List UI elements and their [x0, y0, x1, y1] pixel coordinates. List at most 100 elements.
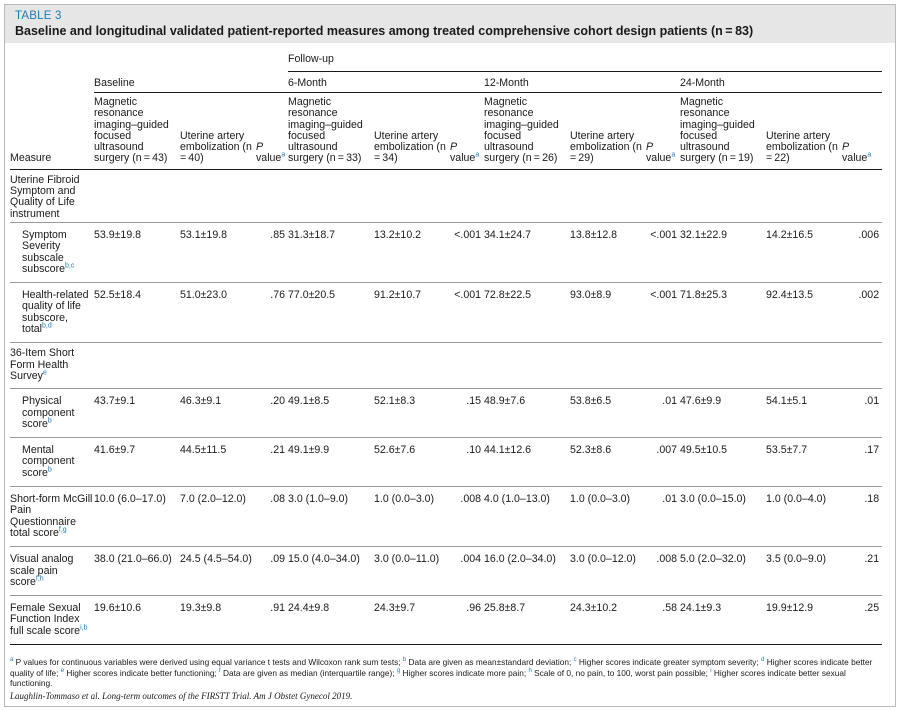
value-cell: 52.5±18.4	[94, 282, 180, 343]
value-cell: 4.0 (1.0–13.0)	[484, 486, 570, 547]
value-cell: 52.6±7.6	[374, 437, 450, 487]
value-cell: 16.0 (2.0–34.0)	[484, 546, 570, 596]
value-cell: 24.5 (4.5–54.0)	[180, 546, 256, 596]
header-row-columns: Measure Magnetic resonance imaging–guide…	[10, 92, 883, 170]
value-cell: 24.3±10.2	[570, 595, 646, 645]
col-24m-mri: Magnetic resonance imaging–guided focuse…	[680, 92, 766, 170]
row-label: Health-related quality of life subscore,…	[10, 282, 94, 343]
section-label-sf36: 36-Item Short Form Health Surveye	[10, 342, 94, 389]
value-cell: 53.1±19.8	[180, 221, 256, 283]
value-cell: 44.5±11.5	[180, 437, 256, 487]
month24-header: 24-Month	[680, 71, 883, 93]
value-cell: 46.3±9.1	[180, 388, 256, 438]
header-row-followup: Follow-up	[10, 45, 883, 72]
month6-header: 6-Month	[288, 71, 484, 93]
value-cell: 1.0 (0.0–4.0)	[766, 486, 842, 547]
value-cell: 51.0±23.0	[180, 282, 256, 343]
baseline-header: Baseline	[94, 71, 288, 93]
value-cell: 14.2±16.5	[766, 221, 842, 283]
value-cell: 43.7±9.1	[94, 388, 180, 438]
value-cell: 53.5±7.7	[766, 437, 842, 487]
p-value-cell: .008	[450, 486, 484, 547]
value-cell: 13.8±12.8	[570, 221, 646, 283]
citation: Laughlin-Tommaso et al. Long-term outcom…	[10, 690, 353, 701]
value-cell: 25.8±8.7	[484, 595, 570, 645]
value-cell: 7.0 (2.0–12.0)	[180, 486, 256, 547]
row-label: Symptom Severity subscale subscoreb,c	[10, 221, 94, 283]
value-cell: 24.4±9.8	[288, 595, 374, 645]
p-value-cell: .10	[450, 437, 484, 487]
col-baseline-p: P valuea	[256, 92, 288, 170]
value-cell: 93.0±8.9	[570, 282, 646, 343]
col-baseline-uae: Uterine artery embolization (n = 40)	[180, 92, 256, 170]
value-cell: 53.8±6.5	[570, 388, 646, 438]
col-12m-p: P valuea	[646, 92, 680, 170]
value-cell: 44.1±12.6	[484, 437, 570, 487]
table-row: Visual analog scale pain scoref,h 38.0 (…	[10, 546, 883, 596]
section-label-ufs: Uterine Fibroid Symptom and Quality of L…	[10, 173, 80, 220]
value-cell: 24.3±9.7	[374, 595, 450, 645]
value-cell: 10.0 (6.0–17.0)	[94, 486, 180, 547]
header-row-groups: Baseline 6-Month 12-Month 24-Month	[10, 71, 883, 93]
value-cell: 77.0±20.5	[288, 282, 374, 343]
p-value-cell: .004	[450, 546, 484, 596]
row-label: Female Sexual Function Index full scale …	[10, 595, 94, 645]
value-cell: 19.3±9.8	[180, 595, 256, 645]
section-row-ufs: Uterine Fibroid Symptom and Quality of L…	[10, 169, 882, 222]
col-24m-p: P valuea	[842, 92, 883, 170]
value-cell: 72.8±22.5	[484, 282, 570, 343]
p-value-cell: <.001	[450, 282, 484, 343]
p-value-cell: .21	[842, 546, 883, 596]
value-cell: 1.0 (0.0–3.0)	[374, 486, 450, 547]
value-cell: 32.1±22.9	[680, 221, 766, 283]
value-cell: 19.9±12.9	[766, 595, 842, 645]
value-cell: 3.0 (0.0–12.0)	[570, 546, 646, 596]
p-value-cell: .002	[842, 282, 883, 343]
value-cell: 1.0 (0.0–3.0)	[570, 486, 646, 547]
p-value-cell: .96	[450, 595, 484, 645]
table-header-band: TABLE 3 Baseline and longitudinal valida…	[5, 5, 895, 43]
value-cell: 3.5 (0.0–9.0)	[766, 546, 842, 596]
value-cell: 49.1±8.5	[288, 388, 374, 438]
value-cell: 5.0 (2.0–32.0)	[680, 546, 766, 596]
table-row: Female Sexual Function Index full scale …	[10, 595, 883, 645]
p-value-cell: .20	[256, 388, 288, 438]
value-cell: 31.3±18.7	[288, 221, 374, 283]
value-cell: 48.9±7.6	[484, 388, 570, 438]
value-cell: 41.6±9.7	[94, 437, 180, 487]
p-value-cell: .76	[256, 282, 288, 343]
table-frame: TABLE 3 Baseline and longitudinal valida…	[4, 4, 896, 707]
p-value-cell: .18	[842, 486, 883, 547]
p-value-cell: .15	[450, 388, 484, 438]
value-cell: 3.0 (0.0–15.0)	[680, 486, 766, 547]
row-label: Short-form McGill Pain Questionnaire tot…	[10, 486, 94, 547]
p-value-cell: .01	[646, 388, 680, 438]
p-value-cell: <.001	[450, 221, 484, 283]
p-value-cell: .006	[842, 221, 883, 283]
p-value-cell: .08	[256, 486, 288, 547]
data-table: Follow-up Baseline 6-Month 12-Month 24-M…	[10, 45, 883, 645]
table-title: Baseline and longitudinal validated pati…	[15, 24, 754, 38]
value-cell: 24.1±9.3	[680, 595, 766, 645]
p-value-cell: .17	[842, 437, 883, 487]
p-value-cell: .09	[256, 546, 288, 596]
p-value-cell: .007	[646, 437, 680, 487]
col-6m-p: P valuea	[450, 92, 484, 170]
row-label: Visual analog scale pain scoref,h	[10, 546, 94, 596]
p-value-cell: .01	[646, 486, 680, 547]
table-row: Mental component scoreb 41.6±9.7 44.5±11.…	[10, 437, 883, 487]
table-row: Health-related quality of life subscore,…	[10, 282, 883, 343]
table-row: Symptom Severity subscale subscoreb,c 53…	[10, 221, 883, 283]
footnote-text: a P values for continuous variables were…	[10, 657, 873, 688]
p-value-cell: .01	[842, 388, 883, 438]
p-value-cell: <.001	[646, 221, 680, 283]
p-value-cell: .008	[646, 546, 680, 596]
value-cell: 47.6±9.9	[680, 388, 766, 438]
col-24m-uae: Uterine artery embolization (n = 22)	[766, 92, 842, 170]
value-cell: 52.3±8.6	[570, 437, 646, 487]
value-cell: 92.4±13.5	[766, 282, 842, 343]
value-cell: 38.0 (21.0–66.0)	[94, 546, 180, 596]
p-value-cell: .85	[256, 221, 288, 283]
value-cell: 13.2±10.2	[374, 221, 450, 283]
value-cell: 53.9±19.8	[94, 221, 180, 283]
